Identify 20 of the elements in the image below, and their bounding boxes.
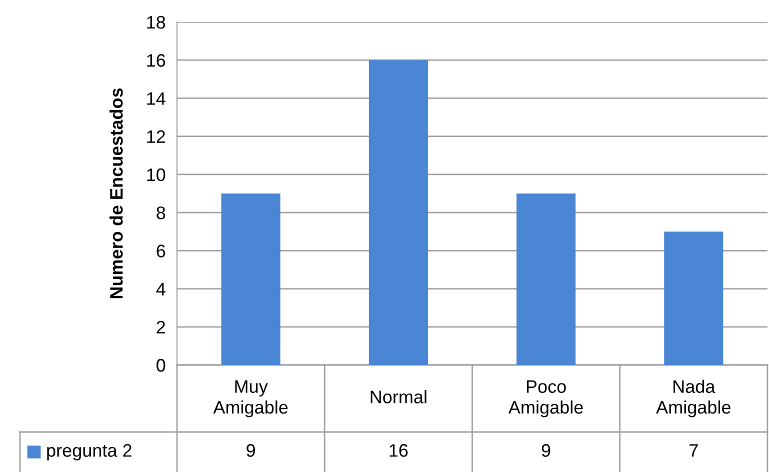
legend-label: pregunta 2 (47, 444, 132, 460)
y-tick-label: 6 (156, 244, 166, 258)
y-tick-label: 14 (147, 92, 166, 105)
y-tick-label: 18 (147, 16, 166, 29)
y-tick-label: 10 (147, 168, 166, 182)
data-label: 16 (390, 444, 408, 457)
y-tick-label: 2 (156, 320, 165, 334)
x-tick-label: Normal (370, 390, 426, 404)
y-tick-label: 12 (147, 130, 165, 143)
data-label: 7 (690, 444, 698, 457)
x-tick-label: Poco Amigable (508, 380, 583, 418)
y-tick-label: 8 (156, 206, 166, 220)
y-axis-title: Numero de Encuestados (110, 88, 123, 298)
x-tick-label: Nada Amigable (656, 380, 730, 418)
y-tick-label: 16 (147, 54, 166, 67)
x-tick-label: Muy Amigable (213, 380, 288, 418)
data-label: 9 (246, 444, 255, 457)
y-tick-label: 0 (156, 358, 166, 372)
data-label: 9 (542, 444, 550, 457)
y-tick-label: 4 (156, 282, 166, 296)
